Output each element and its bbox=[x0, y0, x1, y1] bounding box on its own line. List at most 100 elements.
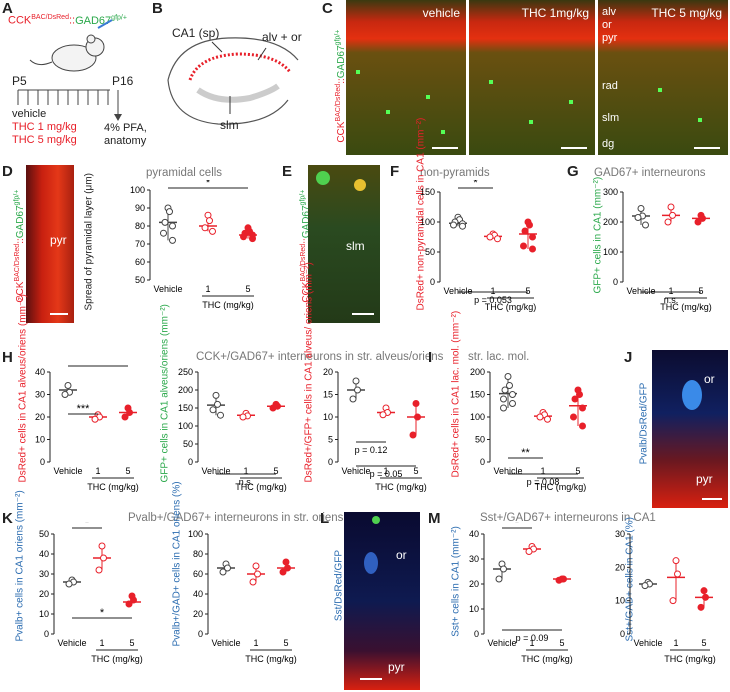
panel-label-b: B bbox=[152, 0, 163, 17]
data-point bbox=[674, 570, 681, 578]
data-point bbox=[130, 596, 137, 604]
sig-label: * bbox=[206, 180, 211, 189]
data-point bbox=[161, 218, 169, 226]
micrograph-j: or pyr bbox=[652, 350, 728, 508]
x-tick-label: 1 bbox=[205, 284, 210, 294]
x-axis-title: THC (mg/kg) bbox=[375, 482, 427, 492]
data-point bbox=[500, 404, 507, 412]
data-point bbox=[354, 386, 361, 394]
y-tick-label: 80 bbox=[193, 549, 203, 559]
chart-d: 50 60 70 80 90 100 Vehicle 1 5 THC (mg/kg) * bbox=[130, 180, 257, 310]
x-tick-label: Vehicle bbox=[153, 284, 182, 294]
data-point bbox=[520, 242, 527, 250]
sig-label: * bbox=[85, 522, 90, 529]
x-tick-label: Vehicle bbox=[626, 286, 655, 296]
data-point bbox=[125, 600, 133, 608]
data-point bbox=[239, 413, 247, 421]
ns-label: n.s. bbox=[239, 477, 254, 487]
micrograph-thc5: THC 5 mg/kg alv or pyr rad slm dg bbox=[598, 0, 728, 155]
x-tick-label: Vehicle bbox=[487, 638, 516, 648]
p-label: p = 0.12 bbox=[355, 445, 388, 455]
i-title: str. lac. mol. bbox=[468, 351, 530, 363]
data-point bbox=[217, 411, 224, 419]
mouse-tail bbox=[29, 59, 53, 66]
x-axis-title: THC (mg/kg) bbox=[235, 482, 287, 492]
x-tick-label: 5 bbox=[129, 638, 134, 648]
y-tick-label: 150 bbox=[420, 187, 435, 197]
data-point bbox=[412, 400, 420, 407]
data-point bbox=[700, 587, 708, 595]
timeline-diagram bbox=[17, 19, 122, 121]
micrograph-d: pyr bbox=[26, 165, 74, 323]
panel-label-d: D bbox=[2, 163, 13, 180]
y-tick-label: 100 bbox=[420, 217, 435, 227]
data-point bbox=[509, 391, 516, 398]
data-point bbox=[525, 548, 533, 555]
data-point bbox=[664, 218, 672, 226]
data-point bbox=[64, 382, 72, 389]
y-tick-label: 15 bbox=[323, 390, 333, 400]
g-title: GAD67+ interneurons bbox=[594, 167, 706, 179]
data-point bbox=[61, 391, 69, 398]
x-tick-label: 1 bbox=[529, 638, 534, 648]
x-tick-label: 5 bbox=[559, 638, 564, 648]
sig-label: * bbox=[515, 522, 520, 529]
label-alv-or: alv + or bbox=[262, 30, 302, 44]
x-axis-title: THC (mg/kg) bbox=[664, 654, 716, 664]
micrograph-e: slm bbox=[308, 165, 380, 323]
data-point bbox=[504, 373, 512, 380]
data-point bbox=[579, 404, 586, 412]
data-point bbox=[160, 229, 167, 237]
genotype-label: CCKBAC/DsRed::GAD67gfp/+ bbox=[8, 14, 127, 27]
y-tick-label: 80 bbox=[135, 221, 145, 231]
sig-label: * bbox=[473, 180, 478, 189]
d-title: pyramidal cells bbox=[146, 167, 223, 179]
y-tick-label: 0 bbox=[620, 629, 625, 639]
y-tick-label: 0 bbox=[328, 457, 333, 467]
data-point bbox=[166, 208, 173, 216]
y-tick-label: 0 bbox=[613, 277, 618, 287]
y-tick-label: 40 bbox=[193, 589, 203, 599]
y-tick-label: 40 bbox=[39, 549, 49, 559]
data-point bbox=[91, 415, 99, 423]
x-tick-label: 1 bbox=[243, 466, 248, 476]
data-point bbox=[352, 377, 360, 385]
y-tick-label: 10 bbox=[35, 435, 45, 445]
data-point bbox=[697, 603, 705, 611]
data-point bbox=[536, 413, 544, 421]
data-point bbox=[240, 233, 247, 241]
y-tick-label: 100 bbox=[603, 247, 618, 257]
y-tick-label: 60 bbox=[193, 569, 203, 579]
data-point bbox=[494, 235, 501, 243]
y-tick-label: 20 bbox=[39, 589, 49, 599]
data-point bbox=[486, 233, 494, 241]
syringe-icon bbox=[97, 19, 113, 29]
h-title: CCK+/GAD67+ interneurons in str. alveus/… bbox=[196, 351, 444, 363]
x-axis-title: THC (mg/kg) bbox=[245, 654, 297, 664]
y-tick-label: 100 bbox=[130, 185, 145, 195]
y-tick-label: 60 bbox=[135, 257, 145, 267]
y-tick-label: 10 bbox=[469, 604, 479, 614]
p-label: p = 0.08 bbox=[527, 477, 560, 487]
dose-list: vehicle THC 1 mg/kg THC 5 mg/kg bbox=[12, 108, 77, 146]
data-point bbox=[576, 391, 583, 398]
data-point bbox=[212, 391, 220, 399]
chart-f: 0 50 100 150 Vehicle 1 5 THC (mg/kg) * p = 0.053 bbox=[420, 180, 537, 312]
data-point bbox=[249, 235, 256, 243]
sig-label: ** bbox=[521, 447, 530, 459]
data-point bbox=[209, 406, 217, 414]
data-point bbox=[495, 575, 503, 583]
data-point bbox=[100, 554, 107, 562]
x-axis-title: THC (mg/kg) bbox=[87, 482, 139, 492]
data-point bbox=[529, 245, 536, 253]
y-tick-label: 40 bbox=[469, 529, 479, 539]
data-point bbox=[555, 576, 563, 584]
y-tick-label: 50 bbox=[475, 435, 485, 445]
y-tick-label: 0 bbox=[44, 629, 49, 639]
data-point bbox=[206, 217, 213, 225]
y-tick-label: 20 bbox=[193, 609, 203, 619]
data-point bbox=[672, 557, 680, 565]
x-tick-label: 1 bbox=[383, 466, 388, 476]
